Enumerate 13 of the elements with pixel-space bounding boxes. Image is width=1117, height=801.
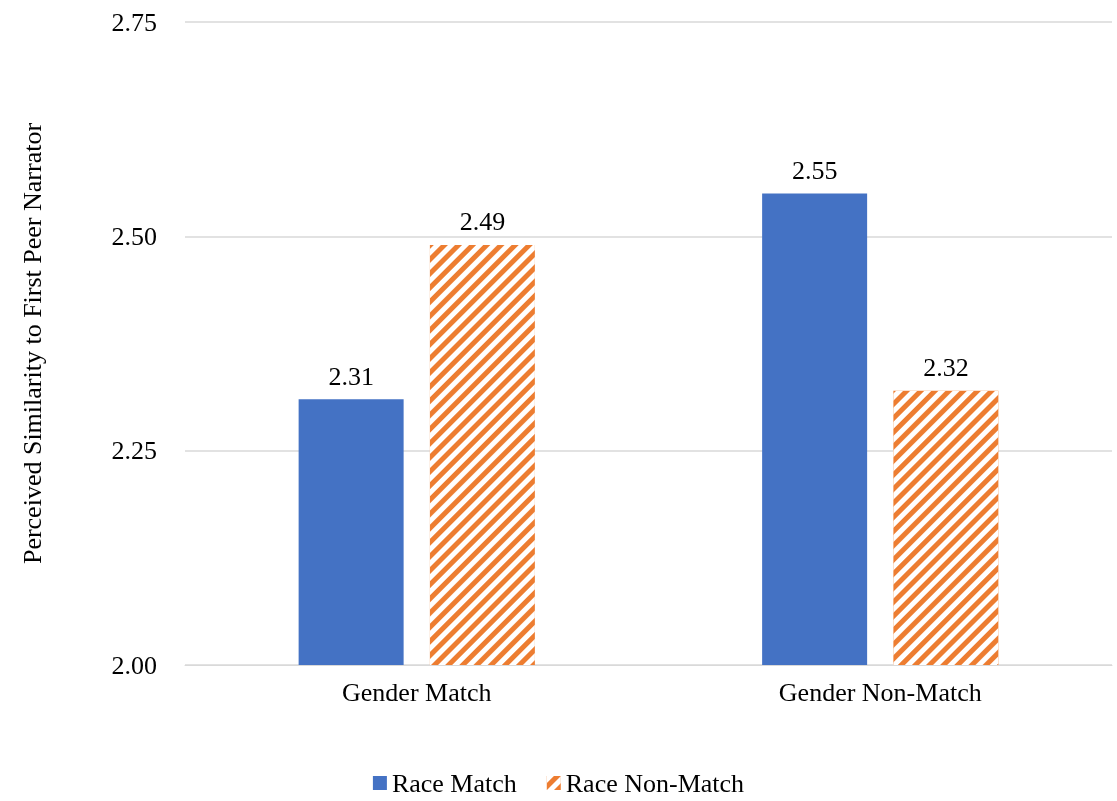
y-axis-title: Perceived Similarity to First Peer Narrator <box>17 122 47 565</box>
y-tick-label: 2.75 <box>111 7 157 37</box>
data-label: 2.31 <box>328 361 374 391</box>
data-label: 2.49 <box>459 207 506 237</box>
y-tick-label: 2.25 <box>111 436 157 466</box>
legend-label: Race Match <box>391 768 517 798</box>
legend-label: Race Non-Match <box>565 768 745 798</box>
y-tick-label: 2.00 <box>111 650 157 680</box>
x-tick-label: Gender Non-Match <box>778 677 982 707</box>
x-tick-label: Gender Match <box>342 677 492 707</box>
data-label: 2.55 <box>791 155 838 185</box>
data-label: 2.32 <box>923 353 969 383</box>
y-tick-label: 2.50 <box>111 221 157 251</box>
